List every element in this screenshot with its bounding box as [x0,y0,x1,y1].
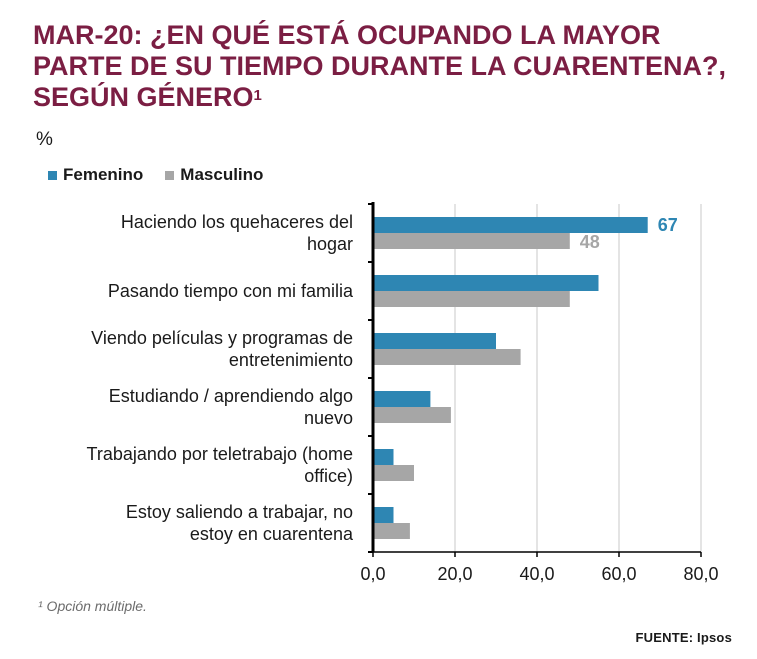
footnote: ¹ Opción múltiple. [38,598,147,614]
x-tick-label-40: 40,0 [519,564,554,584]
bar-masculino-2 [373,349,521,365]
category-label-line: hogar [307,234,353,254]
bar-femenino-1 [373,275,599,291]
category-label-1: Pasando tiempo con mi familia [108,281,354,301]
bar-masculino-4 [373,465,414,481]
bar-femenino-2 [373,333,496,349]
chart-title-text: MAR-20: ¿EN QUÉ ESTÁ OCUPANDO LA MAYOR P… [33,20,727,112]
bar-femenino-0 [373,217,648,233]
legend-label-femenino: Femenino [63,165,144,184]
category-label-line: Haciendo los quehaceres del [121,212,353,232]
x-tick-label-20: 20,0 [437,564,472,584]
category-label-line: Estoy saliendo a trabajar, no [126,502,353,522]
legend-swatch-masculino [165,170,175,180]
source-label: FUENTE: Ipsos [635,630,732,645]
bar-femenino-4 [373,449,394,465]
category-label-line: nuevo [304,408,353,428]
data-label-0: 67 [658,215,678,235]
category-label-5: Estoy saliendo a trabajar, no estoy en cu… [126,502,354,544]
category-label-line: office) [304,466,353,486]
title-footnote-marker: 1 [253,87,262,104]
bar-masculino-3 [373,407,451,423]
x-tick-label-80: 80,0 [683,564,718,584]
category-label-3: Estudiando / aprendiendo algo nuevo [109,386,353,428]
bar-femenino-3 [373,391,431,407]
legend-item-masculino: Masculino [165,165,263,185]
bar-masculino-1 [373,291,570,307]
chart-title: MAR-20: ¿EN QUÉ ESTÁ OCUPANDO LA MAYOR P… [33,20,733,113]
bar-masculino-5 [373,523,410,539]
legend-item-femenino: Femenino [48,165,143,185]
x-tick-label-60: 60,0 [601,564,636,584]
category-label-line: entretenimiento [229,350,353,370]
category-label-2: Viendo películas y programas de entreteni… [91,328,353,370]
x-tick-label-0: 0,0 [360,564,385,584]
legend-label-masculino: Masculino [180,165,264,184]
category-label-line: Viendo películas y programas de [91,328,353,348]
category-label-line: Pasando tiempo con mi familia [108,281,354,301]
category-label-line: Trabajando por teletrabajo (home [87,444,354,464]
data-label-1: 48 [580,232,600,252]
bar-femenino-5 [373,507,394,523]
bar-masculino-0 [373,233,570,249]
category-label-4: Trabajando por teletrabajo (home office) [87,444,354,486]
category-label-line: Estudiando / aprendiendo algo [109,386,353,406]
legend-swatch-femenino [48,170,57,180]
legend: Femenino Masculino [48,165,285,185]
category-label-line: estoy en cuarentena [190,524,354,544]
unit-label: % [36,129,53,150]
category-label-0: Haciendo los quehaceres del hogar [121,212,353,254]
